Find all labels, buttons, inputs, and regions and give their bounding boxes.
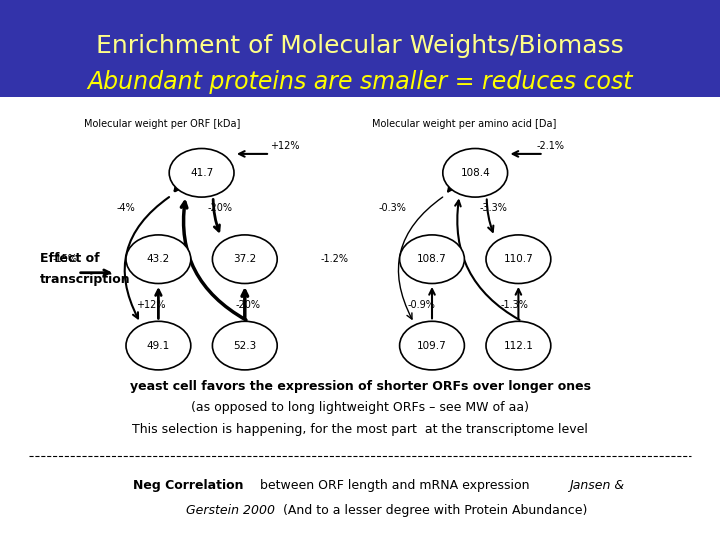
Text: -2.1%: -2.1% (537, 141, 564, 151)
Text: -1.2%: -1.2% (321, 254, 348, 264)
Text: +12%: +12% (270, 141, 299, 151)
Circle shape (486, 235, 551, 284)
Text: 110.7: 110.7 (503, 254, 534, 264)
Text: (as opposed to long lightweight ORFs – see MW of aa): (as opposed to long lightweight ORFs – s… (191, 401, 529, 414)
Text: between ORF length and mRNA expression: between ORF length and mRNA expression (256, 480, 533, 492)
Circle shape (486, 321, 551, 370)
Text: Gerstein 2000: Gerstein 2000 (186, 504, 275, 517)
Text: Enrichment of Molecular Weights/Biomass: Enrichment of Molecular Weights/Biomass (96, 34, 624, 58)
Text: -3.3%: -3.3% (480, 203, 507, 213)
Text: Effect of: Effect of (40, 252, 99, 265)
Circle shape (400, 235, 464, 284)
Text: 109.7: 109.7 (417, 341, 447, 350)
Text: -15%: -15% (53, 254, 77, 264)
Text: Molecular weight per ORF [kDa]: Molecular weight per ORF [kDa] (84, 119, 240, 129)
Text: Molecular weight per amino acid [Da]: Molecular weight per amino acid [Da] (372, 119, 557, 129)
Text: 108.4: 108.4 (460, 168, 490, 178)
Circle shape (212, 321, 277, 370)
Text: Abundant proteins are smaller = reduces cost: Abundant proteins are smaller = reduces … (87, 70, 633, 94)
Text: yeast cell favors the expression of shorter ORFs over longer ones: yeast cell favors the expression of shor… (130, 380, 590, 393)
Text: 108.7: 108.7 (417, 254, 447, 264)
FancyBboxPatch shape (0, 0, 720, 97)
Text: -1.3%: -1.3% (501, 300, 528, 310)
Circle shape (169, 148, 234, 197)
Text: 37.2: 37.2 (233, 254, 256, 264)
Text: 41.7: 41.7 (190, 168, 213, 178)
Text: 52.3: 52.3 (233, 341, 256, 350)
Text: transcription: transcription (40, 273, 130, 286)
Text: Neg Correlation: Neg Correlation (133, 480, 243, 492)
Text: 43.2: 43.2 (147, 254, 170, 264)
Text: Jansen &: Jansen & (569, 480, 624, 492)
Circle shape (126, 321, 191, 370)
Text: -4%: -4% (117, 203, 135, 213)
Circle shape (212, 235, 277, 284)
Text: (And to a lesser degree with Protein Abundance): (And to a lesser degree with Protein Abu… (279, 504, 588, 517)
Text: +12%: +12% (137, 300, 166, 310)
Text: 49.1: 49.1 (147, 341, 170, 350)
Text: -0.3%: -0.3% (379, 203, 406, 213)
Text: -0.9%: -0.9% (408, 300, 435, 310)
Circle shape (400, 321, 464, 370)
Text: 112.1: 112.1 (503, 341, 534, 350)
Circle shape (443, 148, 508, 197)
Text: -20%: -20% (207, 203, 232, 213)
Text: -20%: -20% (236, 300, 261, 310)
Text: This selection is happening, for the most part  at the transcriptome level: This selection is happening, for the mos… (132, 423, 588, 436)
Circle shape (126, 235, 191, 284)
